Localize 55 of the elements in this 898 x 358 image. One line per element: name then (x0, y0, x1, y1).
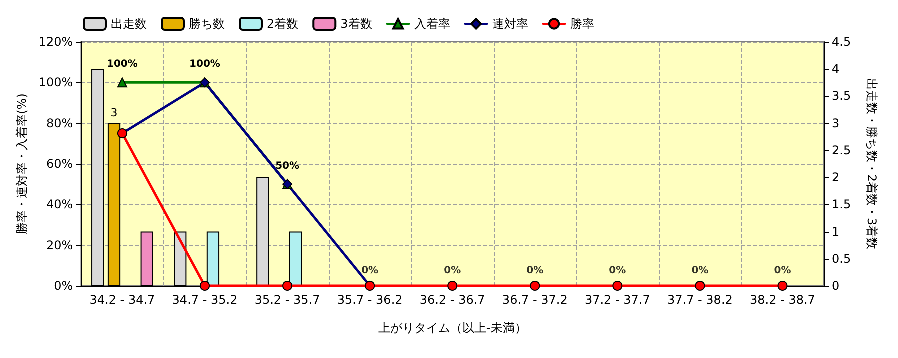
x-tick-label: 38.2 - 38.7 (750, 293, 816, 307)
y-tick-label: 80% (46, 116, 74, 130)
y2-tick-label: 2 (832, 170, 840, 185)
y-tick-label: 120% (38, 35, 74, 49)
data-label: 3 (110, 106, 118, 120)
point (117, 78, 128, 88)
point (200, 281, 210, 291)
y-axis-title: 勝率・連対率・入着率(%) (15, 94, 29, 234)
annotation: 0% (526, 266, 544, 276)
x-axis-title: 上がりタイム（以上-未満） (378, 321, 527, 335)
point (695, 281, 706, 291)
bar (256, 178, 270, 286)
x-tick-label: 35.2 - 35.7 (254, 293, 320, 307)
annotation: 0% (692, 266, 709, 276)
annotation: 0% (362, 266, 379, 276)
y2-tick-label: 2.5 (832, 143, 852, 158)
legend-label: 勝率 (570, 17, 594, 31)
y2-tick-label: 0 (832, 279, 840, 293)
x-tick-label: 36.2 - 36.7 (420, 293, 486, 307)
legend-label: 連対率 (492, 17, 528, 31)
data-label: 50% (276, 160, 300, 172)
point (530, 281, 540, 291)
y-tick-label: 60% (46, 157, 74, 171)
y2-tick-label: 4.5 (832, 35, 852, 49)
x-tick-label: 37.7 - 38.2 (668, 293, 733, 307)
legend-label: 入着率 (414, 17, 450, 31)
point (282, 281, 293, 291)
annotation: 0% (444, 266, 462, 276)
point (448, 281, 458, 291)
y-tick-label: 0% (54, 279, 74, 293)
y-tick-label: 40% (46, 198, 74, 212)
legend-label: 勝ち数 (189, 17, 225, 31)
y2-tick-label: 3 (832, 116, 840, 130)
legend-label: 2着数 (267, 17, 299, 31)
legend-label: 3着数 (340, 17, 372, 31)
x-tick-label: 34.2 - 34.7 (90, 293, 156, 307)
y2-tick-label: 1.5 (832, 198, 852, 212)
point (612, 281, 623, 291)
data-label: 100% (190, 59, 220, 70)
point (778, 281, 788, 291)
x-tick-label: 37.2 - 37.7 (584, 293, 650, 307)
y2-tick-label: 0.5 (832, 252, 852, 266)
y2-tick-label: 1 (832, 224, 840, 239)
x-tick-label: 36.7 - 37.2 (502, 293, 568, 307)
annotation: 0% (609, 266, 626, 276)
y2-tick-label: 3.5 (832, 89, 852, 104)
y-tick-label: 20% (46, 238, 74, 252)
x-tick-label: 34.7 - 35.2 (172, 293, 238, 307)
y-tick-label: 100% (38, 76, 74, 90)
y2-tick-label: 4 (832, 62, 840, 76)
legend-label: 出走数 (111, 17, 147, 31)
data-label: 100% (107, 59, 138, 70)
y2-axis-title: 出走数・勝ち数・2着数・3着数 (865, 78, 879, 250)
x-tick-label: 35.7 - 36.2 (337, 293, 403, 307)
annotation: 0% (774, 266, 792, 276)
